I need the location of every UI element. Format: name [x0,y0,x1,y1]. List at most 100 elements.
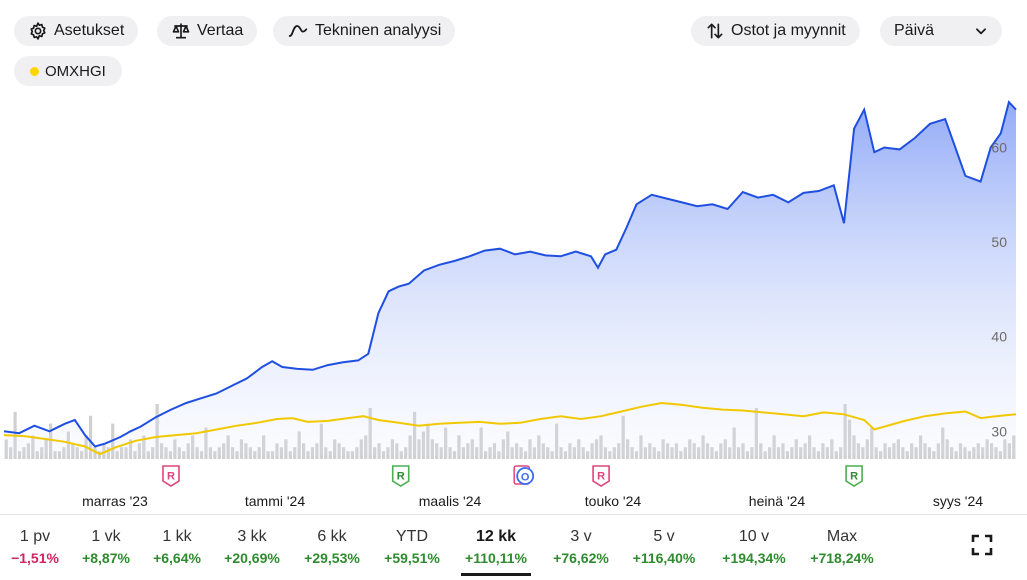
active-period-underline [461,573,531,576]
price-chart[interactable]: 60 50 40 30 R R O R R marras '23 tammi '24 maalis… [0,0,1027,514]
volume-bar [879,451,883,459]
svg-text:R: R [397,471,405,483]
x-tick-label: heinä '24 [749,493,806,509]
benchmark-legend-chip[interactable]: OMXHGI [14,56,122,86]
volume-bar [634,451,639,459]
period-tab[interactable]: 1 vk +8,87% [70,526,142,566]
volume-bar [785,451,790,459]
event-marker[interactable]: R [162,465,180,487]
volume-bar [306,451,310,459]
volume-bar [586,451,590,459]
event-marker[interactable]: O [513,465,535,485]
svg-text:R: R [597,471,605,483]
period-tab[interactable]: 3 v +76,62% [545,526,617,566]
y-tick-label: 40 [991,329,1007,345]
volume-bar [199,451,204,459]
volume-bar [905,451,909,459]
period-change: +59,51% [384,550,440,566]
event-marker[interactable]: R [845,465,863,487]
trades-label: Ostot ja myynnit [731,22,846,39]
period-tab[interactable]: 3 kk +20,69% [216,526,288,566]
volume-bar [53,451,57,459]
divider [0,514,1027,515]
volume-bar [182,451,186,459]
volume-bar [608,451,612,459]
period-change: +8,87% [82,550,130,566]
period-change: +194,34% [722,550,786,566]
period-label: 5 v [653,528,675,545]
y-tick-label: 60 [991,140,1007,156]
technical-analysis-label: Tekninen analyysi [315,22,442,39]
volume-bar [80,451,84,459]
period-label: Max [826,528,858,545]
compare-button[interactable]: Vertaa [157,16,258,46]
volume-bar [998,451,1003,459]
period-change: +110,11% [465,550,527,566]
period-label: 1 pv [19,528,51,545]
volume-bar [523,451,528,459]
svg-text:O: O [521,472,530,484]
volume-bar [483,451,488,459]
x-tick-label: touko '24 [585,493,642,509]
interval-label: Päivä [894,22,935,39]
period-change: +718,24% [810,550,874,566]
volume-bar [168,451,173,459]
period-tab[interactable]: 12 kk +110,11% [460,526,532,566]
period-tab[interactable]: 1 pv −1,51% [0,526,71,566]
fullscreen-icon[interactable] [970,533,994,557]
svg-text:R: R [850,471,858,483]
event-marker[interactable]: R [391,465,410,487]
volume-bar [497,451,501,459]
volume-bar [350,451,355,459]
volume-bar [714,451,719,459]
interval-select[interactable]: Päivä [880,16,1002,46]
period-label: 1 vk [91,528,121,545]
period-label: 1 kk [162,528,192,545]
volume-bar [35,451,39,459]
trades-button[interactable]: Ostot ja myynnit [691,16,860,46]
technical-analysis-button[interactable]: Tekninen analyysi [273,16,456,46]
y-tick-label: 50 [991,234,1007,250]
x-tick-label: syys '24 [933,493,983,509]
settings-button[interactable]: Asetukset [14,16,139,46]
compare-label: Vertaa [197,22,244,39]
x-tick-label: marras '23 [82,493,148,509]
volume-bar [17,451,22,459]
period-change: +116,40% [632,550,696,566]
volume-bar [452,451,457,459]
volume-bar [115,451,119,459]
period-label: 3 kk [237,528,267,545]
period-label: 12 kk [475,528,517,545]
period-label: 10 v [738,528,770,545]
benchmark-name: OMXHGI [45,62,106,80]
event-marker[interactable]: R [592,465,610,487]
volume-bar [266,451,270,459]
volume-bar [213,451,217,459]
x-tick-label: maalis '24 [419,493,482,509]
period-tab[interactable]: YTD +59,51% [376,526,448,566]
volume-bar [967,451,972,459]
benchmark-color-dot [30,66,39,76]
svg-text:R: R [167,471,175,483]
period-tab[interactable]: Max +718,24% [806,526,878,566]
volume-bar [57,451,62,459]
volume-bar [550,451,554,459]
volume-bar [763,451,767,459]
y-axis-ticks: 60 50 40 30 [991,140,1007,440]
chevron-down-icon [976,28,986,35]
x-axis-ticks: marras '23 tammi '24 maalis '24 touko '24 he… [82,493,983,509]
period-tab[interactable]: 10 v +194,34% [718,526,790,566]
period-change: +29,53% [304,550,360,566]
scale-icon [172,23,190,39]
volume-bar [932,451,936,459]
price-area [4,102,1016,455]
settings-label: Asetukset [54,22,125,39]
period-tab[interactable]: 1 kk +6,64% [141,526,213,566]
period-tab[interactable]: 6 kk +29,53% [296,526,368,566]
period-change: −1,51% [11,550,59,566]
period-change: +76,62% [553,550,609,566]
volume-bar [816,451,821,459]
volume-bar [834,451,838,459]
volume-bar [563,451,568,459]
period-tab[interactable]: 5 v +116,40% [628,526,700,566]
